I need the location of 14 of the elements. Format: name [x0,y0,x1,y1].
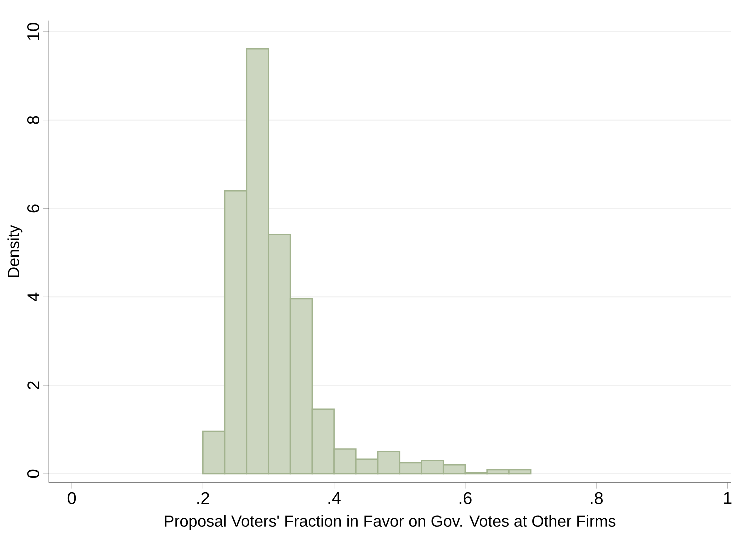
x-tick-label: 1 [724,492,732,504]
x-tick-label: 0 [68,492,76,504]
y-tick-label: 10 [27,23,40,40]
y-axis-title: Density [8,225,23,278]
x-tick-label: .2 [198,492,210,504]
x-axis-title: Proposal Voters' Fraction in Favor on Gov. Votes at Other Firms [165,515,616,530]
y-tick-label: 0 [27,470,40,478]
y-tick-label: 6 [27,204,40,213]
x-tick-label: .6 [460,492,472,504]
x-tick-label: .8 [591,492,603,504]
y-tick-label: 8 [27,116,40,124]
y-tick-label: 4 [28,292,40,302]
x-tick-label: .4 [328,492,341,504]
y-tick-label: 2 [28,382,40,390]
